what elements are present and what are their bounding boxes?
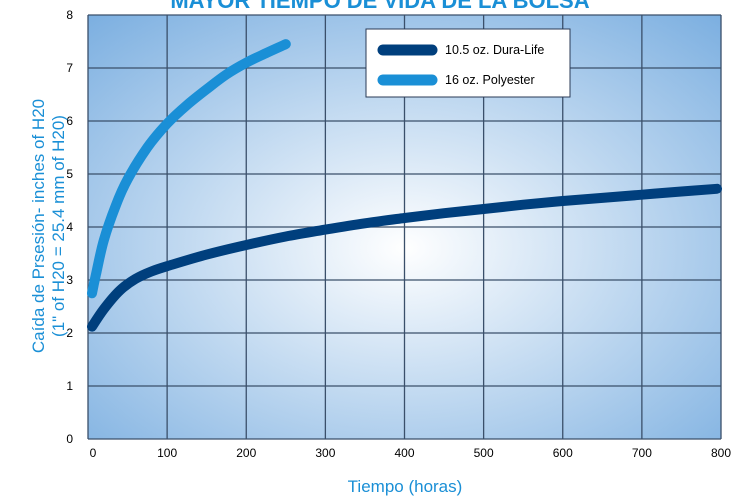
x-tick-label: 500 (474, 446, 494, 460)
x-tick-label: 0 (90, 446, 97, 460)
data-series (87, 39, 722, 332)
x-tick-label: 200 (236, 446, 256, 460)
y-axis-title-line2: (1" of H20 = 25.4 mm of H20) (49, 115, 68, 337)
y-tick-label: 1 (66, 379, 73, 393)
y-tick-label: 2 (66, 326, 73, 340)
y-axis-title-line1: Caída de Prsesión- inches of H20 (29, 99, 48, 353)
x-tick-label: 700 (632, 446, 652, 460)
y-tick-label: 7 (66, 61, 73, 75)
y-tick-label: 3 (66, 273, 73, 287)
series-line-dura-life (87, 183, 722, 332)
series-line-polyester (87, 39, 291, 299)
x-tick-labels: 0 100 200 300 400 500 600 700 800 (90, 446, 732, 460)
legend-box (365, 28, 571, 98)
legend-label-dura-life: 10.5 oz. Dura-Life (445, 43, 544, 57)
chart-title: MAYOR TIEMPO DE VIDA DE LA BOLSA (170, 0, 589, 13)
y-tick-label: 5 (66, 167, 73, 181)
y-tick-label: 6 (66, 114, 73, 128)
legend-label-polyester: 16 oz. Polyester (445, 73, 535, 87)
x-tick-label: 100 (157, 446, 177, 460)
y-tick-label: 0 (66, 432, 73, 446)
y-tick-labels: 0 1 2 3 4 5 6 7 8 (66, 8, 73, 446)
y-tick-label: 8 (66, 8, 73, 22)
y-tick-label: 4 (66, 220, 73, 234)
y-axis-title: Caída de Prsesión- inches of H20 (1" of … (29, 99, 68, 353)
x-tick-label: 400 (394, 446, 414, 460)
x-tick-label: 600 (553, 446, 573, 460)
x-tick-label: 300 (315, 446, 335, 460)
x-tick-label: 800 (711, 446, 731, 460)
legend: 10.5 oz. Dura-Life 16 oz. Polyester (365, 28, 571, 98)
x-axis-title: Tiempo (horas) (348, 477, 463, 496)
